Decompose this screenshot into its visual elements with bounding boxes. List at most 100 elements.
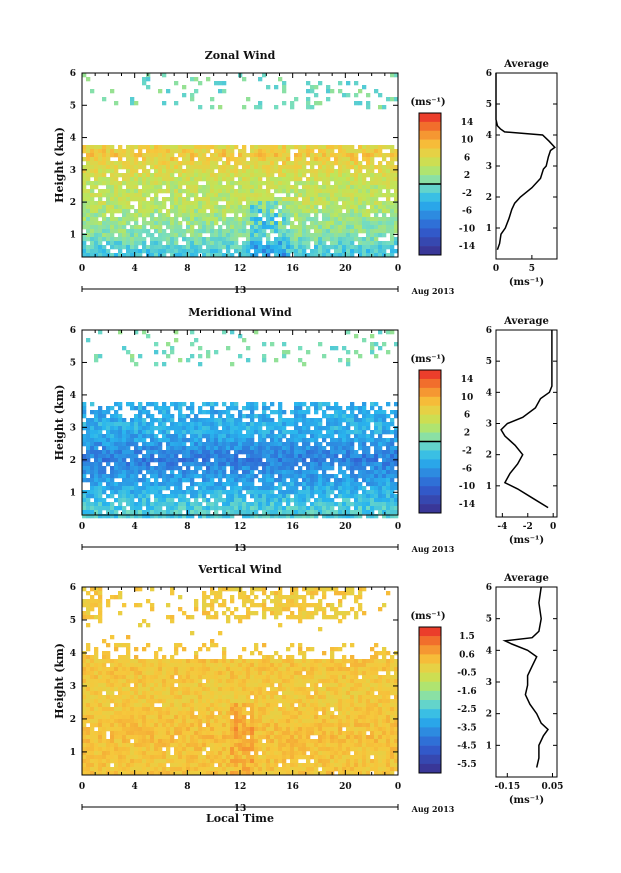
y-axis-label: Height (km) <box>53 385 66 461</box>
avg-y-tick-label: 3 <box>486 420 492 430</box>
colorbar-swatch <box>419 157 441 167</box>
x-tick-label: 12 <box>234 522 247 532</box>
avg-y-tick-label: 5 <box>486 100 492 110</box>
x-tick-label: 20 <box>339 264 352 274</box>
colorbar-swatch <box>419 709 441 719</box>
y-tick-label: 4 <box>70 391 76 401</box>
avg-y-tick-label: 5 <box>486 357 492 367</box>
x-tick-label: 0 <box>395 522 401 532</box>
y-tick-label: 6 <box>70 69 76 79</box>
y-tick-label: 5 <box>70 101 76 111</box>
avg-x-label: (ms⁻¹) <box>509 277 544 288</box>
colorbar-swatch <box>419 228 441 238</box>
colorbar-units: (ms⁻¹) <box>410 354 445 365</box>
colorbar-swatch <box>419 468 441 478</box>
colorbar-units: (ms⁻¹) <box>410 611 445 622</box>
x-tick-label: 12 <box>234 782 247 792</box>
avg-y-tick-label: 1 <box>486 224 492 234</box>
x-tick-label: 20 <box>339 782 352 792</box>
y-tick-label: 2 <box>70 715 76 725</box>
colorbar-swatch <box>419 396 441 407</box>
average-frame <box>495 586 558 778</box>
colorbar-swatch <box>419 636 441 646</box>
colorbar-swatch <box>419 423 441 433</box>
colorbar-swatch <box>419 113 441 123</box>
x-tick-label: 4 <box>132 782 138 792</box>
colorbar-swatch <box>419 219 441 229</box>
colorbar-swatch <box>419 166 441 176</box>
colorbar-swatch <box>419 645 441 655</box>
colorbar-tick-label: 6 <box>464 153 470 163</box>
colorbar-tick-label: -1.6 <box>457 687 476 697</box>
x-axis-label: Local Time <box>206 812 274 825</box>
colorbar-tick-label: -4.5 <box>457 742 476 752</box>
avg-y-tick-label: 4 <box>486 646 492 656</box>
colorbar-swatch <box>419 663 441 673</box>
y-tick-label: 3 <box>70 423 76 433</box>
x-tick-label: 0 <box>395 264 401 274</box>
colorbar-swatch <box>419 727 441 737</box>
colorbar-swatch <box>419 700 441 710</box>
colorbar-swatch <box>419 192 441 203</box>
colorbar-tick-label: -2.5 <box>457 705 476 715</box>
colorbar-swatch <box>419 121 441 132</box>
x-tick-label: 0 <box>79 782 85 792</box>
day-label: 13 <box>234 286 247 296</box>
x-tick-label: 16 <box>286 782 299 792</box>
avg-y-tick-label: 3 <box>486 162 492 172</box>
average-profile: Average 1 2 3 4 5 6 0 5 (ms⁻¹) <box>486 59 558 288</box>
colorbar-tick-label: -6 <box>462 464 472 474</box>
average-profile-line <box>500 330 553 509</box>
y-axis-label: Height (km) <box>53 643 66 719</box>
avg-x-label: (ms⁻¹) <box>509 535 544 546</box>
colorbar-swatch <box>419 477 441 487</box>
avg-y-tick-label: 6 <box>486 69 492 79</box>
colorbar-swatch <box>419 432 441 442</box>
x-tick-label: 4 <box>132 522 138 532</box>
colorbar-swatch <box>419 736 441 746</box>
colorbar-tick-label: -3.5 <box>457 723 476 733</box>
avg-x-tick-label: 5 <box>529 264 535 274</box>
colorbar-swatch <box>419 405 441 415</box>
colorbar-tick-label: -14 <box>459 242 475 252</box>
avg-x-tick-label: -0.15 <box>494 782 520 792</box>
colorbar-tick-label: 10 <box>461 393 474 403</box>
x-tick-label: 20 <box>339 522 352 532</box>
colorbar: (ms⁻¹) 1.5 0.6 -0.5 -1.6 -2.5 -3.5 -4.5 -5.5 <box>410 611 477 774</box>
average-profile-line <box>495 73 556 250</box>
x-tick-label: 0 <box>79 264 85 274</box>
colorbar-swatch <box>419 246 441 256</box>
wind-field <box>82 73 399 258</box>
average-frame <box>495 329 558 518</box>
colorbar-swatch <box>419 690 441 701</box>
day-label: 13 <box>234 804 247 814</box>
y-tick-label: 5 <box>70 616 76 626</box>
date-label: Aug 2013 <box>411 544 455 554</box>
avg-y-tick-label: 2 <box>486 710 492 720</box>
colorbar-frame <box>418 626 442 774</box>
panel-title: Vertical Wind <box>197 563 282 576</box>
y-tick-label: 1 <box>70 748 76 758</box>
x-tick-label: 0 <box>395 782 401 792</box>
colorbar-tick-label: -2 <box>462 446 472 456</box>
colorbar-tick-label: 2 <box>464 429 470 439</box>
avg-y-tick-label: 1 <box>486 741 492 751</box>
colorbar-tick-label: 2 <box>464 171 470 181</box>
avg-y-tick-label: 2 <box>486 451 492 461</box>
colorbar-tick-label: 10 <box>461 136 474 146</box>
day-label: 13 <box>234 544 247 554</box>
colorbar-swatch <box>419 763 441 774</box>
x-tick-label: 8 <box>184 264 190 274</box>
x-tick-label: 12 <box>234 264 247 274</box>
colorbar-swatch <box>419 486 441 496</box>
x-tick-label: 16 <box>286 522 299 532</box>
colorbar-swatch <box>419 504 441 514</box>
x-tick-label: 8 <box>184 522 190 532</box>
colorbar-swatch <box>419 672 441 683</box>
y-tick-label: 5 <box>70 358 76 368</box>
